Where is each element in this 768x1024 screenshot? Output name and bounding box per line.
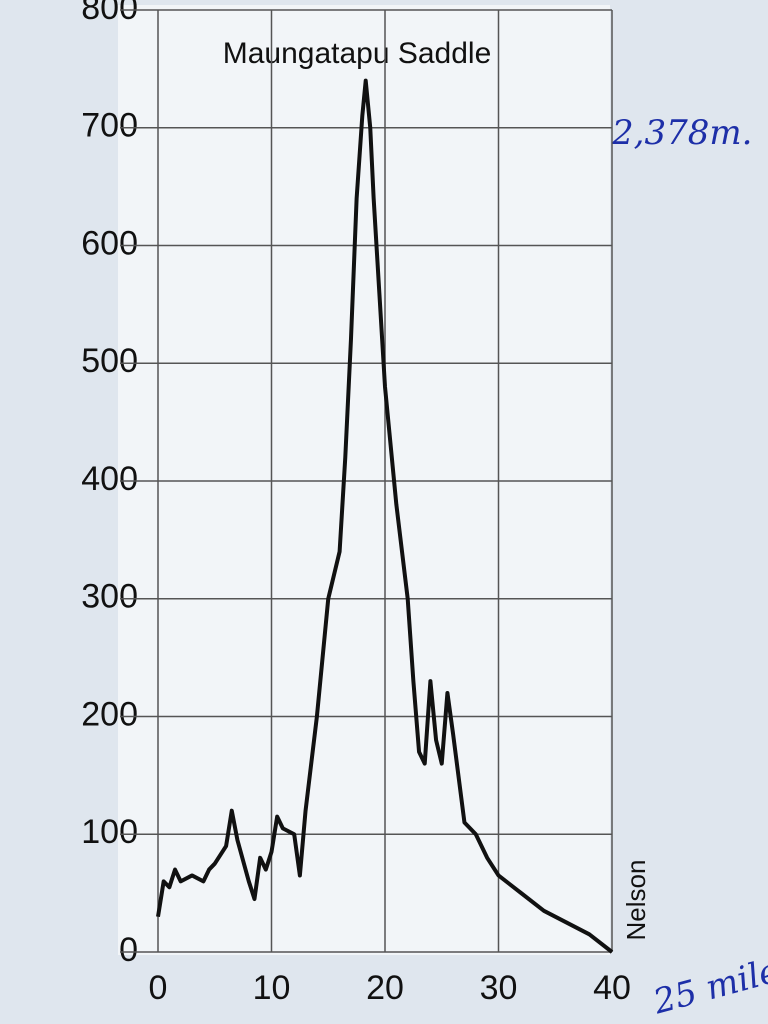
handwritten-height: 2,378m. xyxy=(611,113,752,153)
y-tick-label: 0 xyxy=(119,931,138,969)
y-tick-label: 700 xyxy=(81,107,138,145)
paper xyxy=(118,5,610,955)
peak-label: Maungatapu Saddle xyxy=(223,37,492,70)
elevation-line xyxy=(156,78,614,954)
x-tick-label: 0 xyxy=(149,969,168,1007)
y-tick-label: 600 xyxy=(81,224,138,262)
y-tick-label: 100 xyxy=(81,813,138,851)
x-tick-label: 20 xyxy=(366,969,404,1007)
x-tick-label: 30 xyxy=(480,969,518,1007)
y-tick-label: 300 xyxy=(81,578,138,616)
y-tick-label: 200 xyxy=(81,695,138,733)
x-tick-label: 10 xyxy=(253,969,291,1007)
y-tick-label: 400 xyxy=(81,460,138,498)
y-tick-label: 500 xyxy=(81,342,138,380)
x-tick-label: 40 xyxy=(593,969,631,1007)
end-label: Nelson xyxy=(621,860,651,941)
handwritten-distance: 25 mile xyxy=(648,951,768,1023)
y-tick-label: 800 xyxy=(81,0,138,27)
